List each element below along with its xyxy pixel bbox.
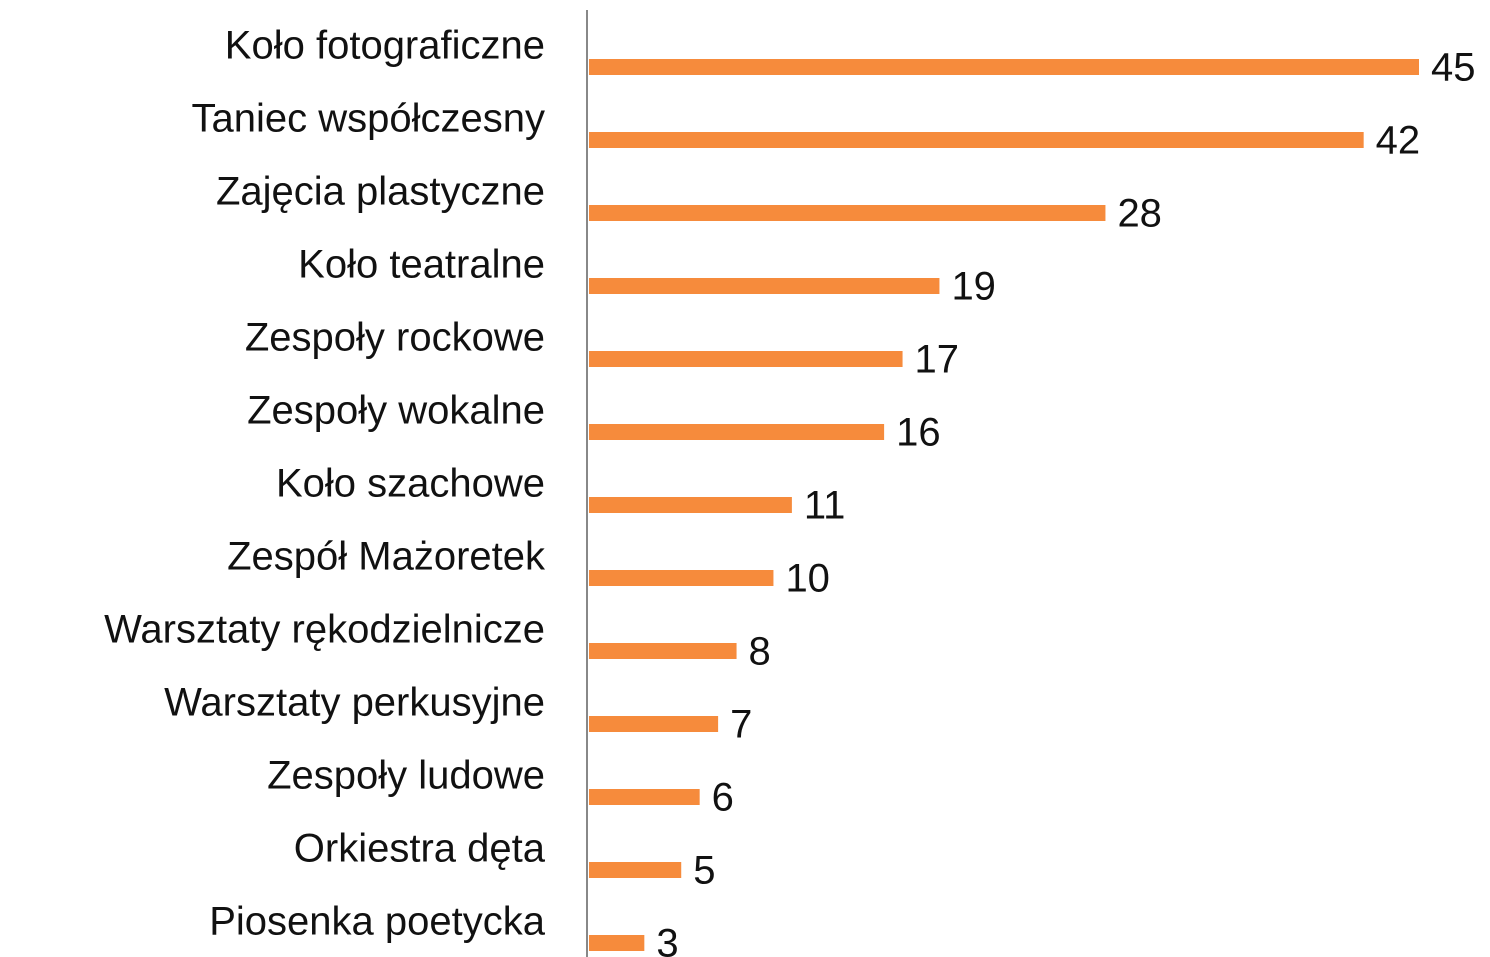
data-label: 8 bbox=[749, 630, 771, 674]
bar bbox=[589, 351, 903, 367]
category-label: Koło szachowe bbox=[276, 462, 545, 506]
category-label: Piosenka poetycka bbox=[209, 900, 546, 944]
category-label: Zespoły wokalne bbox=[247, 389, 545, 433]
bar bbox=[589, 278, 940, 294]
data-label: 11 bbox=[804, 484, 846, 528]
data-label: 3 bbox=[656, 922, 678, 957]
category-label: Zespół Mażoretek bbox=[227, 535, 546, 579]
bar bbox=[589, 205, 1106, 221]
bar bbox=[589, 716, 719, 732]
data-label: 28 bbox=[1117, 192, 1162, 236]
bar bbox=[589, 424, 885, 440]
category-label: Warsztaty rękodzielnicze bbox=[104, 608, 545, 652]
data-label: 45 bbox=[1431, 46, 1476, 90]
bar bbox=[589, 935, 645, 951]
data-label: 16 bbox=[896, 411, 941, 455]
bar bbox=[589, 789, 700, 805]
data-label: 10 bbox=[785, 557, 830, 601]
data-label: 5 bbox=[693, 849, 715, 893]
category-label: Taniec współczesny bbox=[192, 97, 546, 141]
category-label: Zespoły rockowe bbox=[245, 316, 545, 360]
bar bbox=[589, 570, 774, 586]
bar bbox=[589, 862, 682, 878]
data-label: 7 bbox=[730, 703, 752, 747]
data-label: 19 bbox=[951, 265, 996, 309]
category-label: Warsztaty perkusyjne bbox=[164, 681, 545, 725]
data-label: 17 bbox=[915, 338, 960, 382]
data-label: 42 bbox=[1376, 119, 1421, 163]
category-label: Orkiestra dęta bbox=[294, 827, 546, 871]
bar bbox=[589, 132, 1364, 148]
bar bbox=[589, 59, 1419, 75]
data-label: 6 bbox=[712, 776, 734, 820]
category-label: Koło teatralne bbox=[298, 243, 545, 287]
category-label: Zespoły ludowe bbox=[267, 754, 545, 798]
bar bbox=[589, 497, 792, 513]
bar bbox=[589, 643, 737, 659]
category-label: Koło fotograficzne bbox=[225, 24, 545, 68]
category-label: Zajęcia plastyczne bbox=[216, 170, 545, 214]
